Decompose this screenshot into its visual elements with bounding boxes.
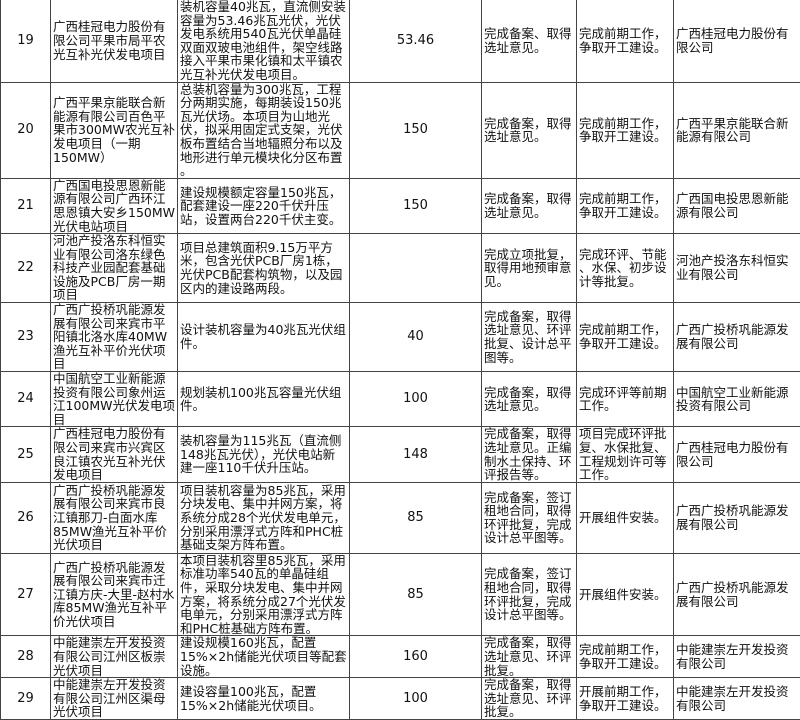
next-plan-cell: 项目完成环评批 复、水保批复、 工程规划许可等 工作。: [577, 427, 674, 482]
owner-company-cell: 广西桂冠电力股份有 限公司: [674, 0, 800, 82]
project-name-cell: 广西广投桥巩能源发 展有限公司来宾市迁 江镇方庆-大里-赵村水 库85MW渔光互…: [51, 553, 178, 636]
project-name-cell: 广西国电投思恩新能 源有限公司广西环江 思恩镇大安乡150MW 光伏电站项目: [51, 178, 178, 233]
project-name-cell: 河池产投洛东科恒实 业有限公司洛东绿色 科技产业园配套基础 设施及PCB厂房一期…: [51, 234, 178, 303]
owner-company-cell: 中能建崇左开发投资 有限公司: [674, 636, 800, 678]
row-number-cell: 19: [1, 0, 51, 82]
next-plan-cell: 开展前期工作， 争取开工建设。: [577, 678, 674, 720]
project-name-cell: 中能建崇左开发投资 有限公司江州区渠母 光伏项目: [51, 678, 178, 720]
next-plan-cell: 完成前期工作， 争取开工建设。: [577, 178, 674, 233]
row-number-cell: 22: [1, 234, 51, 303]
capacity-mw-cell: [350, 234, 482, 303]
capacity-mw-cell: 100: [350, 372, 482, 427]
row-number-cell: 26: [1, 482, 51, 553]
owner-company-cell: 广西广投桥巩能源发 展有限公司: [674, 303, 800, 372]
project-name-cell: 广西广投桥巩能源发 展有限公司来宾市良 江镇那刀-白面水库 85MW渔光互补平价…: [51, 482, 178, 553]
row-number-cell: 27: [1, 553, 51, 636]
row-number-cell: 28: [1, 636, 51, 678]
project-name-cell: 广西广投桥巩能源发 展有限公司来宾市平 阳镇北洛水库40MW 渔光互补平价光伏项…: [51, 303, 178, 372]
construction-content-cell: 装机容量40兆瓦，直流侧安装 容量为53.46兆瓦光伏，光伏 发电系统用540瓦…: [178, 0, 350, 82]
construction-content-cell: 建设规模额定容量150兆瓦， 配套建设一座220千伏升压 站，设置两台220千伏…: [178, 178, 350, 233]
owner-company-cell: 广西国电投思恩新能 源有限公司: [674, 178, 800, 233]
project-name-cell: 广西桂冠电力股份有 限公司来宾市兴宾区 良江镇农光互补光伏 发电项目: [51, 427, 178, 482]
capacity-mw-cell: 150: [350, 178, 482, 233]
next-plan-cell: 完成前期工作， 争取开工建设。: [577, 303, 674, 372]
next-plan-cell: 完成前期工作， 争取开工建设。: [577, 636, 674, 678]
capacity-mw-cell: 53.46: [350, 0, 482, 82]
row-number-cell: 29: [1, 678, 51, 720]
capacity-mw-cell: 85: [350, 553, 482, 636]
current-progress-cell: 完成备案，取得 选址意见。: [482, 82, 577, 178]
project-name-cell: 中国航空工业新能源 投资有限公司象州运 江100MW光伏发电项 目: [51, 372, 178, 427]
owner-company-cell: 中能建崇左开发投资 有限公司: [674, 678, 800, 720]
construction-content-cell: 设计装机容量为40兆瓦光伏组 件。: [178, 303, 350, 372]
owner-company-cell: 广西广投桥巩能源发 展有限公司: [674, 553, 800, 636]
next-plan-cell: 开展组件安装。: [577, 553, 674, 636]
capacity-mw-cell: 160: [350, 636, 482, 678]
construction-content-cell: 装机容量为115兆瓦（直流侧 148兆瓦光伏），光伏电站新 建一座110千伏升压…: [178, 427, 350, 482]
row-number-cell: 23: [1, 303, 51, 372]
capacity-mw-cell: 100: [350, 678, 482, 720]
project-name-cell: 广西平果京能联合新 能源有限公司百色平 果市300MW农光互补 发电项目（一期 …: [51, 82, 178, 178]
current-progress-cell: 完成备案，取得 选址意见、环评 批复。: [482, 636, 577, 678]
owner-company-cell: 广西桂冠电力股份有 限公司: [674, 427, 800, 482]
next-plan-cell: 完成环评、节能 、水保、初步设 计等批复。: [577, 234, 674, 303]
current-progress-cell: 完成备案，取得 选址意见。: [482, 372, 577, 427]
next-plan-cell: 开展组件安装。: [577, 482, 674, 553]
next-plan-cell: 完成前期工作， 争取开工建设。: [577, 0, 674, 82]
current-progress-cell: 完成备案，取得 选址意见。: [482, 178, 577, 233]
construction-content-cell: 项目总建筑面积9.15万平方 米，包含光伏PCB厂房1栋， 光伏PCB配套构筑物…: [178, 234, 350, 303]
owner-company-cell: 中国航空工业新能源 投资有限公司: [674, 372, 800, 427]
next-plan-cell: 完成环评等前期 工作。: [577, 372, 674, 427]
construction-content-cell: 规划装机100兆瓦容量光伏组 件。: [178, 372, 350, 427]
construction-content-cell: 项目装机容量为85兆瓦，采用 分块发电、集中并网方案，将 系统分成28个光伏发电…: [178, 482, 350, 553]
capacity-mw-cell: 150: [350, 82, 482, 178]
capacity-mw-cell: 40: [350, 303, 482, 372]
current-progress-cell: 完成备案，取得 选址意见、环评 批复。: [482, 678, 577, 720]
row-number-cell: 21: [1, 178, 51, 233]
current-progress-cell: 完成立项批复， 取得用地预审意 见。: [482, 234, 577, 303]
next-plan-cell: 完成前期工作， 争取开工建设。: [577, 82, 674, 178]
construction-content-cell: 建设规模160兆瓦，配置 15%×2h储能光伏项目等配套 设施。: [178, 636, 350, 678]
current-progress-cell: 完成备案，签订 租地合同，取得 环评批复，完成 设计总平图等。: [482, 553, 577, 636]
current-progress-cell: 完成备案、取得 选址意见。: [482, 0, 577, 82]
construction-content-cell: 建设容量100兆瓦，配置 15%×2h储能光伏项目。: [178, 678, 350, 720]
owner-company-cell: 广西平果京能联合新 能源有限公司: [674, 82, 800, 178]
capacity-mw-cell: 148: [350, 427, 482, 482]
current-progress-cell: 完成备案，签订 租地合同，取得 环评批复，完成 设计总平图等。: [482, 482, 577, 553]
current-progress-cell: 完成备案，取得 选址意见、环评 批复、设计总平 图等。: [482, 303, 577, 372]
current-progress-cell: 完成备案，取得 选址意见。正编 制水土保持、环 评报告等。: [482, 427, 577, 482]
capacity-mw-cell: 85: [350, 482, 482, 553]
row-number-cell: 20: [1, 82, 51, 178]
project-name-cell: 中能建崇左开发投资 有限公司江州区板崇 光伏项目: [51, 636, 178, 678]
construction-content-cell: 本项目装机容里85兆瓦，采用 标准功率540瓦的单晶硅组 件，采取分块发电、集中…: [178, 553, 350, 636]
project-name-cell: 广西桂冠电力股份有 限公司平果市局平农 光互补光伏发电项目: [51, 0, 178, 82]
row-number-cell: 24: [1, 372, 51, 427]
row-number-cell: 25: [1, 427, 51, 482]
construction-content-cell: 总装机容量为300兆瓦，工程 分两期实施，每期装设150兆 瓦光伏场。本项目为山…: [178, 82, 350, 178]
owner-company-cell: 广西广投桥巩能源发 展有限公司: [674, 482, 800, 553]
owner-company-cell: 河池产投洛东科恒实 业有限公司: [674, 234, 800, 303]
